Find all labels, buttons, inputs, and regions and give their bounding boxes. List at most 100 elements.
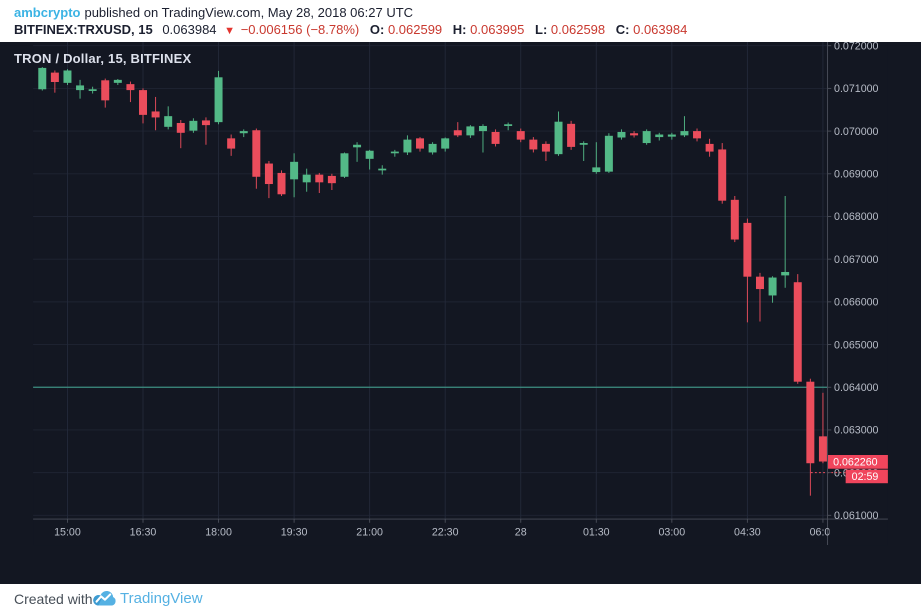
- candle-body: [151, 111, 160, 118]
- candle-body: [164, 116, 173, 127]
- countdown-badge: 02:59: [845, 469, 888, 484]
- candle-body: [252, 130, 261, 177]
- footer: Created with TradingView: [0, 584, 921, 616]
- last-price-badge-text: 0.062260: [833, 457, 878, 469]
- chart-title: TRON / Dollar, 15, BITFINEX: [14, 51, 192, 66]
- candle-body: [365, 150, 374, 159]
- candlestick-chart[interactable]: 0.072000 0.071000 0.070000 0.069000 0.068000…: [0, 42, 921, 584]
- candle-body: [239, 131, 248, 134]
- price-tick-label: 0.061000: [834, 510, 879, 522]
- time-tick-label: 03:00: [659, 527, 686, 539]
- candle-body: [453, 130, 462, 136]
- candle-body: [315, 174, 324, 183]
- high-value: 0.063995: [470, 22, 525, 37]
- candle-body: [768, 277, 777, 296]
- candle-body: [441, 138, 450, 149]
- close-value: 0.063984: [633, 22, 688, 37]
- low-value: 0.062598: [550, 22, 606, 37]
- quote-last-price: 0.063984: [162, 22, 217, 37]
- candle-body: [818, 436, 827, 462]
- candle-body: [378, 168, 387, 171]
- price-tick-label: 0.066000: [834, 297, 879, 309]
- candle-body: [579, 143, 588, 145]
- candle-body: [264, 163, 273, 185]
- price-tick-label: 0.069000: [834, 169, 879, 181]
- candle-body: [101, 80, 110, 101]
- candle-body: [302, 174, 311, 183]
- candle-body: [353, 144, 362, 148]
- candle-body: [705, 143, 714, 152]
- last-price-badge: 0.062260: [828, 454, 888, 469]
- candle-body: [290, 161, 299, 180]
- quote-change: −0.006156 (−8.78%): [240, 22, 360, 37]
- attribution-header: ambcrypto published on TradingView.com, M…: [0, 0, 921, 42]
- candle-body: [793, 282, 802, 382]
- candle-body: [806, 381, 815, 464]
- attribution-text: published on TradingView.com, May 28, 20…: [84, 5, 414, 20]
- high-label: H:: [452, 22, 467, 37]
- candle-body: [214, 77, 223, 123]
- candle-series: [38, 67, 827, 496]
- candle-body: [466, 126, 475, 136]
- candle-body: [50, 72, 59, 83]
- candle-body: [592, 167, 601, 173]
- candle-body: [88, 89, 97, 91]
- time-tick-label: 18:00: [205, 527, 232, 539]
- price-chart-canvas[interactable]: 0.072000 0.071000 0.070000 0.069000 0.068000…: [0, 42, 921, 584]
- candle-body: [604, 135, 613, 172]
- candle-body: [227, 138, 236, 149]
- time-tick-label: 16:30: [130, 527, 157, 539]
- low-label: L:: [535, 22, 548, 37]
- attribution-line: ambcrypto published on TradingView.com, M…: [14, 5, 413, 20]
- tradingview-logo-icon: [93, 590, 116, 606]
- candle-body: [176, 122, 185, 133]
- candle-body: [63, 70, 72, 83]
- time-axis[interactable]: 15:00 16:30 18:00 19:30 21:00 22:30 28 01:30 03:…: [54, 519, 836, 539]
- price-tick-label: 0.064000: [834, 382, 879, 394]
- countdown-badge-text: 02:59: [852, 471, 879, 483]
- footer-brand-link[interactable]: TradingView: [120, 590, 203, 607]
- candle-body: [755, 276, 764, 290]
- close-label: C:: [615, 22, 630, 37]
- candle-body: [403, 139, 412, 153]
- time-tick-label: 01:30: [583, 527, 610, 539]
- candle-body: [76, 85, 85, 91]
- price-tick-label: 0.067000: [834, 254, 879, 266]
- candle-body: [38, 67, 47, 90]
- candle-body: [680, 131, 689, 136]
- candle-body: [541, 143, 550, 152]
- candle-body: [189, 120, 198, 131]
- last-price-badge-bg: [828, 454, 888, 469]
- price-tick-label: 0.065000: [834, 339, 879, 351]
- candle-body: [277, 172, 286, 195]
- time-tick-label: 06:00: [810, 527, 837, 539]
- candle-body: [416, 138, 425, 149]
- time-tick-label: 22:30: [432, 527, 459, 539]
- author-name[interactable]: ambcrypto: [14, 5, 81, 20]
- time-tick-label: 15:00: [54, 527, 81, 539]
- price-tick-label: 0.070000: [834, 126, 879, 138]
- down-triangle-icon: ▼: [224, 25, 236, 37]
- price-tick-label: 0.068000: [834, 211, 879, 223]
- time-tick-label: 19:30: [281, 527, 308, 539]
- quote-symbol: BITFINEX:TRXUSD, 15: [14, 22, 153, 37]
- price-tick-label: 0.072000: [834, 42, 879, 52]
- candle-body: [655, 134, 664, 138]
- quote-line: BITFINEX:TRXUSD, 15 0.063984 ▼ −0.006156…: [14, 22, 687, 37]
- countdown-badge-bg: [845, 469, 888, 484]
- candle-body: [617, 131, 626, 138]
- price-tick-label: 0.071000: [834, 83, 879, 95]
- open-label: O:: [369, 22, 385, 37]
- time-tick-label: 28: [515, 527, 527, 539]
- candle-body: [478, 125, 487, 132]
- candle-body: [390, 151, 399, 154]
- candle-body: [630, 133, 639, 136]
- candle-body: [126, 84, 135, 91]
- candle-body: [642, 131, 651, 144]
- candle-body: [743, 222, 752, 277]
- candle-body: [139, 90, 147, 115]
- candle-body: [504, 124, 513, 126]
- candle-body: [491, 131, 500, 144]
- candle-body: [693, 131, 702, 139]
